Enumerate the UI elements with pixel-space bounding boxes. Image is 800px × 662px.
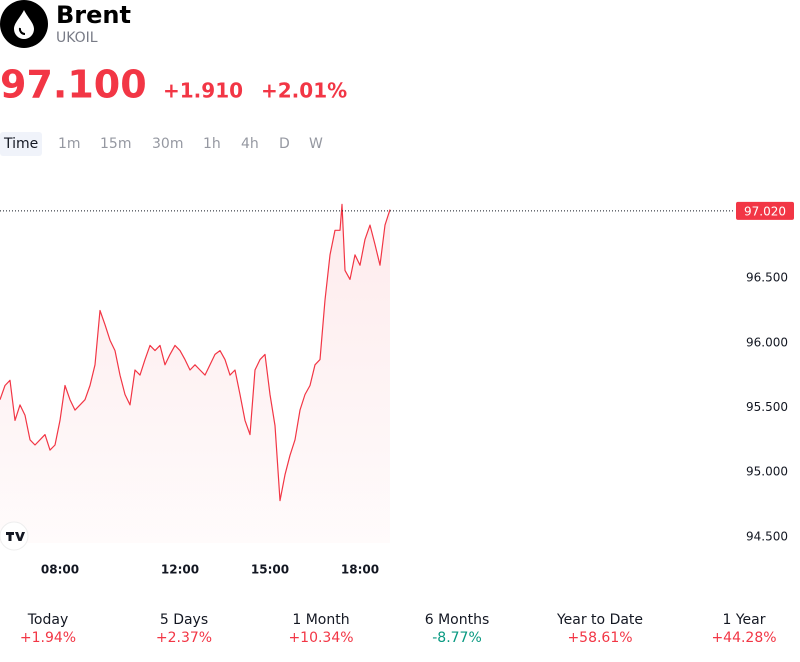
area	[0, 204, 390, 543]
price-change-percent: +2.01%	[261, 79, 347, 103]
period-change: +1.94%	[20, 630, 76, 646]
timeframe-tab[interactable]: W	[309, 136, 323, 152]
last-price-badge	[736, 201, 794, 220]
period-change: +2.37%	[156, 630, 212, 646]
y-tick-label: 95.500	[746, 400, 788, 414]
y-tick-label: 96.000	[746, 335, 788, 349]
last-price-label: 97.020	[744, 204, 786, 218]
y-tick-label: 96.500	[746, 271, 788, 285]
drop-shine	[18, 27, 26, 35]
x-tick-label: 18:00	[341, 563, 379, 577]
price-change: +1.910	[163, 79, 243, 103]
period-change: +44.28%	[711, 630, 776, 646]
logo	[6, 532, 25, 541]
y-tick-label: 95.000	[746, 465, 788, 479]
tab-selected-bg	[0, 132, 42, 156]
period-change: -8.77%	[432, 630, 482, 646]
period-label: Year to Date	[556, 612, 643, 628]
period-label: 1 Year	[723, 612, 766, 628]
symbol-name: Brent	[56, 1, 131, 29]
drop-icon	[14, 10, 34, 39]
period-change: +10.34%	[288, 630, 353, 646]
period-label: Today	[27, 612, 69, 628]
timeframe-tab[interactable]: 30m	[152, 136, 183, 152]
x-tick-label: 08:00	[41, 563, 79, 577]
period-change: +58.61%	[567, 630, 632, 646]
period-label: 6 Months	[425, 612, 490, 628]
x-tick-label: 12:00	[161, 563, 199, 577]
x-tick-label: 15:00	[251, 563, 289, 577]
timeframe-tab[interactable]: D	[279, 136, 290, 152]
y-tick-label: 94.500	[746, 529, 788, 543]
period-label: 1 Month	[292, 612, 349, 628]
period-label: 5 Days	[160, 612, 208, 628]
timeframe-tab[interactable]: 1h	[203, 136, 221, 152]
price: 97.100	[0, 63, 147, 107]
timeframe-tab[interactable]: 15m	[100, 136, 131, 152]
symbol-ticker: UKOIL	[56, 30, 98, 46]
timeframe-tab[interactable]: 1m	[58, 136, 81, 152]
logo-badge	[0, 521, 29, 551]
timeframe-tab[interactable]: Time	[3, 136, 38, 152]
price-line	[0, 203, 391, 502]
timeframe-tab[interactable]: 4h	[241, 136, 259, 152]
